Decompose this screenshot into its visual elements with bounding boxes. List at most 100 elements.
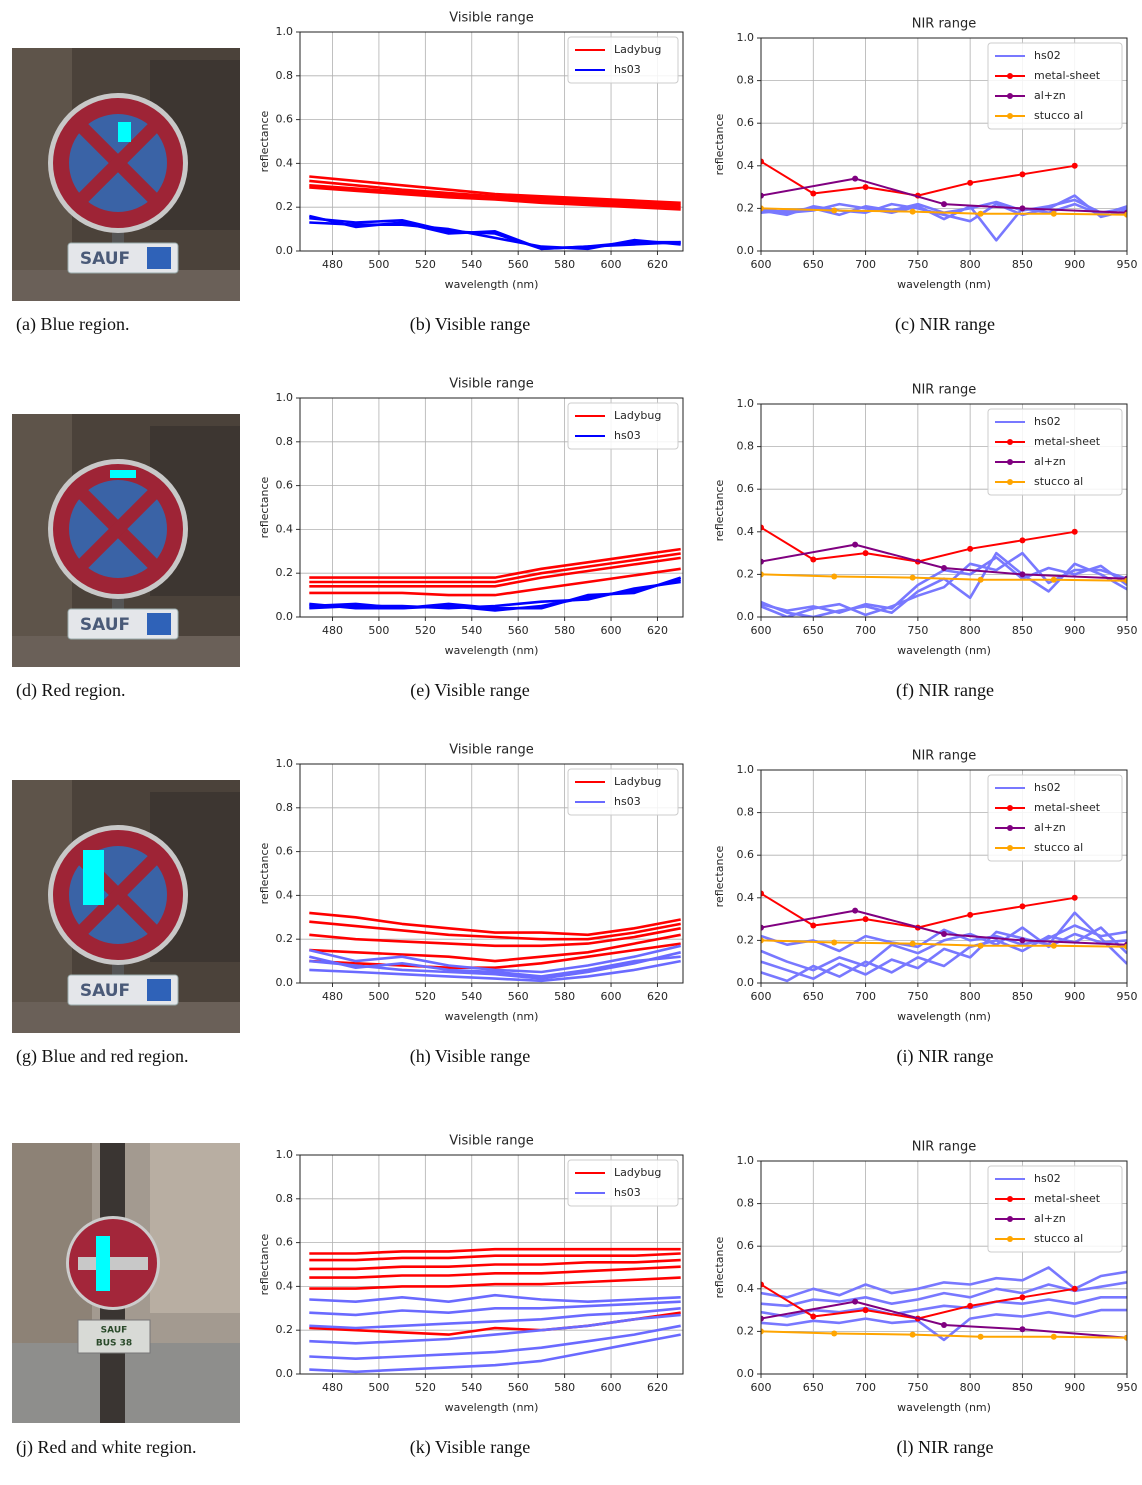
legend-box (567, 768, 679, 816)
x-tick-label: 580 (554, 624, 575, 637)
spectrum-line (309, 1313, 681, 1345)
y-tick-label: 1.0 (737, 397, 755, 410)
plot-area (761, 890, 1127, 983)
spectrum-line (309, 179, 681, 207)
spectrum-line (309, 1333, 681, 1374)
x-tick-label: 560 (508, 624, 529, 637)
legend-marker (1007, 479, 1013, 485)
spectrum-line (761, 1308, 1127, 1342)
y-tick-label: 0.2 (737, 201, 755, 214)
plaque (77, 1319, 151, 1354)
y-tick-label: 1.0 (737, 31, 755, 44)
spectrum-line (761, 207, 1127, 216)
x-tick-label: 540 (461, 990, 482, 1003)
data-point (1019, 205, 1026, 212)
caption: (a) Blue region. (16, 314, 130, 334)
data-point (967, 911, 974, 918)
data-point (1124, 943, 1127, 950)
y-tick-label: 0.8 (276, 801, 294, 814)
legend-box (987, 42, 1123, 130)
y-tick-label: 0.8 (276, 435, 294, 448)
data-point (831, 573, 838, 580)
region-image: SAUF BUS 38 (12, 1143, 240, 1423)
y-tick-label: 0.4 (737, 159, 755, 172)
data-point (761, 205, 764, 212)
legend-label: stucco al (1034, 1232, 1083, 1245)
data-point (1019, 903, 1026, 910)
x-tick-label: 650 (803, 990, 824, 1003)
spectrum-line (309, 580, 681, 610)
chart-title: NIR range (912, 1140, 977, 1155)
spectrum-line (309, 911, 681, 937)
legend-box (567, 1159, 679, 1207)
data-point (1071, 1285, 1078, 1292)
y-axis-label: reflectance (258, 476, 271, 538)
data-point (852, 541, 859, 548)
data-point (1071, 162, 1078, 169)
spectrum-line (761, 1281, 1127, 1308)
x-tick-label: 900 (1064, 624, 1085, 637)
data-point (1050, 210, 1057, 217)
plot-frame (760, 37, 1128, 252)
legend-label: metal-sheet (1034, 801, 1101, 814)
data-point (1124, 577, 1127, 584)
sign-cross (78, 123, 158, 203)
legend-label: hs02 (1034, 49, 1061, 62)
x-tick-label: 480 (322, 1381, 343, 1394)
y-tick-label: 0.6 (276, 113, 294, 126)
legend-label: Ladybug (614, 43, 661, 56)
y-axis-label: reflectance (713, 845, 726, 907)
y-tick-label: 0.8 (737, 74, 755, 87)
image-ground (12, 270, 240, 301)
x-axis-label: wavelength (nm) (445, 278, 539, 291)
x-axis-label: wavelength (nm) (897, 278, 991, 291)
legend-label: hs02 (1034, 1172, 1061, 1185)
legend-label: al+zn (1034, 455, 1066, 468)
caption: (j) Red and white region. (16, 1437, 197, 1457)
data-point (761, 1281, 764, 1288)
region-image: SAUF (12, 780, 240, 1033)
spectrum-line (309, 186, 681, 211)
y-tick-label: 0.4 (737, 525, 755, 538)
data-point (941, 931, 947, 938)
legend-marker (1007, 825, 1013, 831)
x-tick-label: 600 (751, 990, 772, 1003)
plaque-text: SAUF (101, 1326, 128, 1336)
y-axis-label: reflectance (713, 1236, 726, 1298)
caption: (k) Visible range (409, 1437, 531, 1457)
data-point (852, 907, 859, 914)
legend-label: Ladybug (614, 409, 661, 422)
spectrum-line (309, 1258, 681, 1271)
x-tick-label: 600 (601, 624, 622, 637)
x-tick-label: 700 (855, 990, 876, 1003)
data-point (761, 524, 764, 531)
y-tick-label: 0.6 (276, 1236, 294, 1249)
data-point (810, 1313, 817, 1320)
plot-area (309, 1247, 681, 1374)
data-point (810, 556, 817, 563)
x-tick-label: 520 (415, 624, 436, 637)
chart-title: Visible range (449, 11, 533, 26)
plot-frame (299, 1154, 684, 1375)
data-point (941, 201, 947, 208)
data-point (909, 208, 916, 215)
x-axis-label: wavelength (nm) (445, 1401, 539, 1414)
x-tick-label: 700 (855, 258, 876, 271)
image-building (150, 1143, 240, 1313)
data-point (1071, 528, 1078, 535)
y-tick-label: 0.0 (737, 610, 755, 623)
x-tick-label: 620 (647, 1381, 668, 1394)
plot-area (309, 911, 681, 983)
chart-title: Visible range (449, 743, 533, 758)
x-tick-label: 480 (322, 258, 343, 271)
legend-marker (1007, 805, 1013, 811)
data-point (761, 192, 764, 199)
y-tick-label: 0.8 (737, 440, 755, 453)
y-tick-label: 0.4 (276, 888, 294, 901)
spectrum-line (761, 1266, 1127, 1299)
x-tick-label: 800 (960, 258, 981, 271)
x-tick-label: 850 (1012, 1381, 1033, 1394)
y-tick-label: 0.2 (737, 933, 755, 946)
data-point (852, 175, 859, 182)
spectrum-line (309, 1293, 681, 1303)
